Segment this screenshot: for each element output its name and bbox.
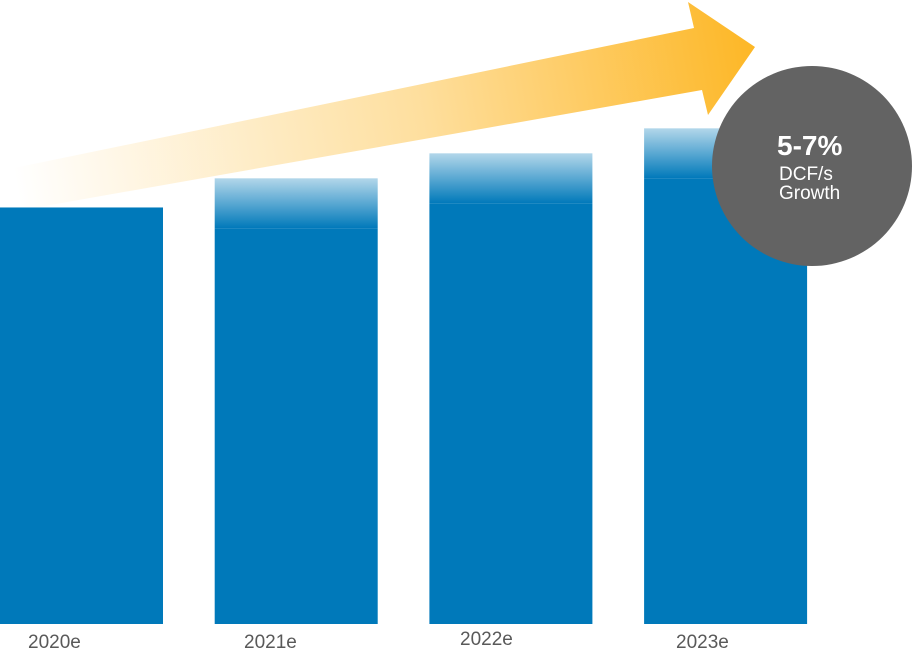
bar-2021e — [214, 228, 378, 624]
growth-badge-circle — [712, 66, 912, 266]
tick-label-2020e: 2020e — [28, 632, 81, 653]
growth-badge-value: 5-7% — [777, 130, 842, 161]
bar-series — [0, 128, 808, 624]
growth-badge-line-1: DCF/s — [779, 164, 833, 185]
bar-fade-2022e — [429, 153, 593, 204]
bar-fade-2021e — [214, 178, 378, 229]
tick-label-2022e: 2022e — [460, 629, 513, 650]
growth-badge-line-2: Growth — [779, 183, 840, 204]
bar-2020e — [0, 207, 163, 624]
tick-label-2023e: 2023e — [676, 632, 729, 653]
up-right-arrow-icon — [14, 2, 755, 210]
tick-label-2021e: 2021e — [244, 632, 297, 653]
growth-badge: 5-7% DCF/s Growth — [712, 66, 912, 266]
x-axis-tick-labels: 2020e 2021e 2022e 2023e — [28, 629, 729, 653]
bar-2022e — [429, 203, 593, 624]
